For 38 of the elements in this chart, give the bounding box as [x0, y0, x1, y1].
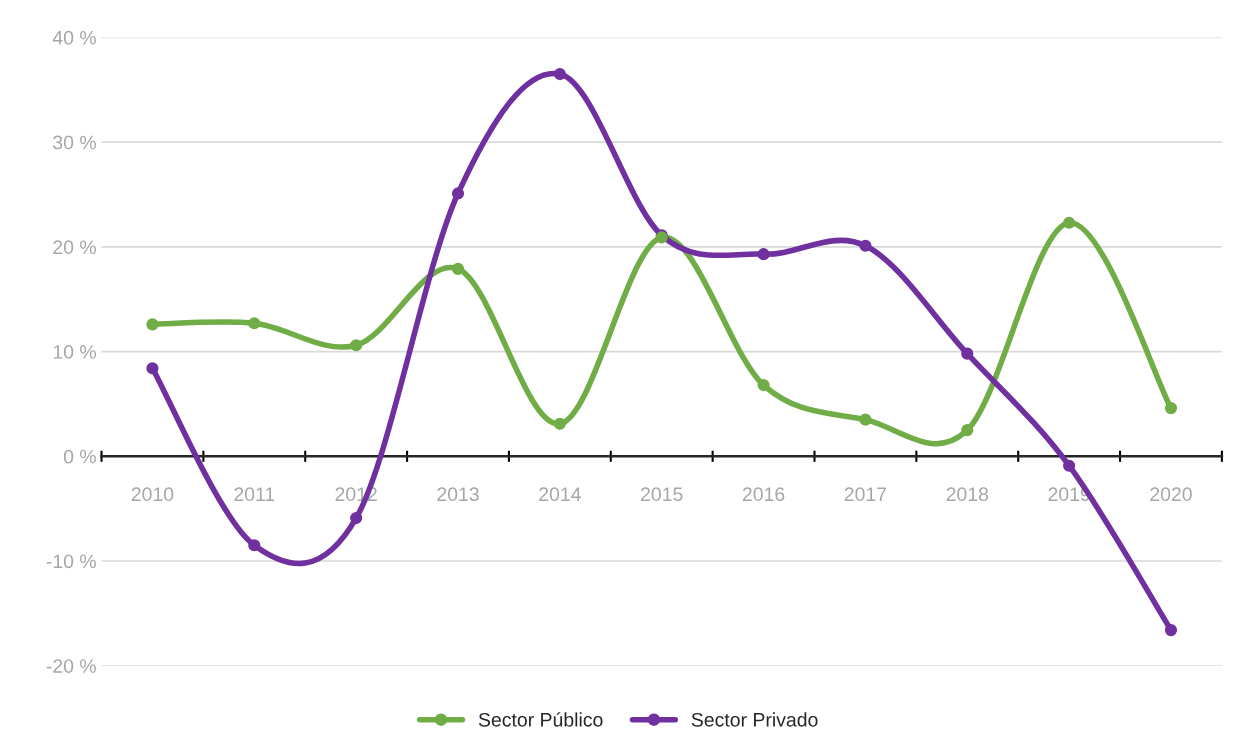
- point: [757, 378, 770, 392]
- y-tick-label: 0 %: [63, 449, 96, 464]
- point: [248, 539, 261, 552]
- point: [451, 262, 465, 275]
- x-tick-label: 2017: [844, 487, 887, 502]
- point: [350, 339, 363, 352]
- x-tick-label: 2015: [641, 487, 683, 502]
- y-tick-label: 10 %: [53, 345, 96, 359]
- y-tick-label: -10 %: [46, 554, 96, 569]
- y-tick-label: 30 %: [53, 135, 96, 150]
- y-tick-label: -20 %: [46, 659, 96, 673]
- point: [350, 511, 363, 525]
- point: [1063, 459, 1076, 472]
- point: [859, 413, 872, 426]
- point: [859, 239, 872, 252]
- point: [553, 67, 566, 81]
- point: [757, 248, 770, 261]
- point: [146, 318, 159, 331]
- legend-label: Sector Privado: [691, 712, 818, 727]
- point: [961, 347, 974, 360]
- x-tick-label: 2013: [437, 487, 479, 502]
- y-tick-label: 40 %: [52, 30, 96, 45]
- point: [248, 317, 261, 330]
- legend-label: Sector Público: [478, 712, 603, 727]
- point: [146, 362, 159, 375]
- x-tick-label: 2018: [946, 487, 989, 502]
- x-tick-label: 2016: [742, 487, 785, 502]
- x-tick-label: 2014: [539, 487, 581, 502]
- x-tick-label: 2010: [131, 487, 174, 502]
- x-tick-label: 2011: [234, 487, 275, 502]
- x-tick-label: 2020: [1150, 487, 1192, 502]
- point: [961, 424, 974, 437]
- point: [553, 417, 566, 430]
- point: [1164, 624, 1178, 637]
- point: [451, 187, 465, 200]
- point: [1164, 402, 1178, 415]
- point: [1063, 216, 1076, 229]
- y-tick-label: 20 %: [53, 240, 96, 255]
